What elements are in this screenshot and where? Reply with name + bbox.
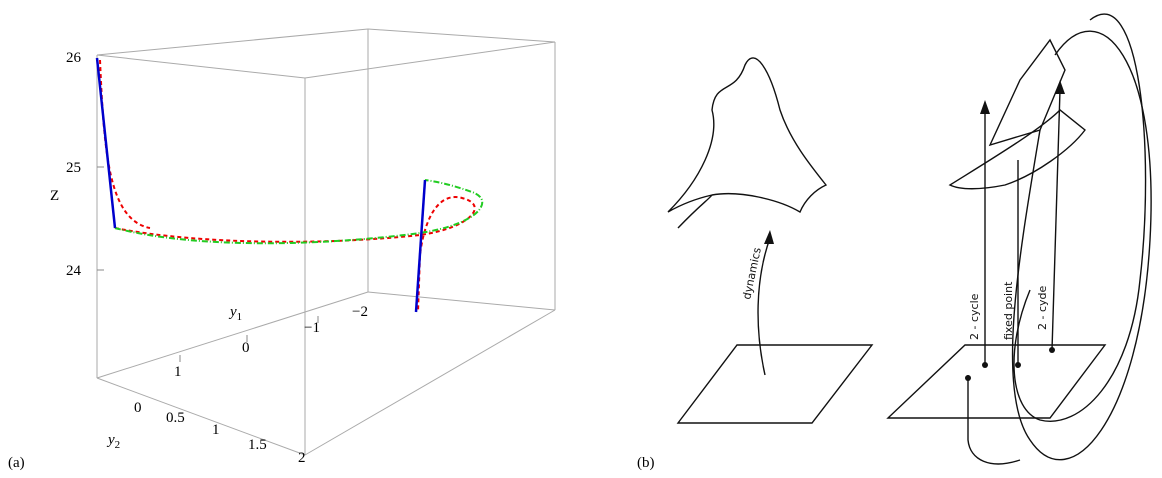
z-label: Z (50, 188, 59, 204)
tick-label: 0 (242, 340, 250, 356)
z-ticks: 26 25 24 (66, 50, 82, 279)
tick-label: 2 (298, 450, 306, 466)
tick-label: 0.5 (166, 410, 185, 426)
y2-label: y2 (106, 432, 120, 451)
tick-label: 25 (66, 160, 81, 176)
panel-b-label: (b) (637, 455, 655, 471)
y2-ticks: 0 0.5 1 1.5 2 (134, 400, 306, 466)
curves (97, 58, 482, 312)
tick-label: 1.5 (248, 437, 267, 453)
tick-label: 24 (66, 263, 82, 279)
y1-label: y1 (228, 304, 242, 323)
tick-label: 1 (174, 364, 182, 380)
tick-label: 1 (212, 422, 220, 438)
axis-ticks (97, 167, 318, 362)
tick-label: 26 (66, 50, 82, 66)
sketch (668, 14, 1151, 464)
annotation: fixed point (1002, 281, 1015, 340)
panel-a-label: (a) (8, 455, 25, 471)
tick-label: 0 (134, 400, 142, 416)
tick-label: −1 (304, 320, 320, 336)
figure: Z 262524 −2−101 00.511.52 y1 y2 (a) dyna… (0, 0, 1162, 478)
tick-label: −2 (352, 304, 368, 320)
annotation: 2 - cycle (968, 293, 981, 340)
y1-ticks: −2 −1 0 1 (174, 304, 368, 380)
annotation: 2 - cyde (1036, 285, 1049, 330)
